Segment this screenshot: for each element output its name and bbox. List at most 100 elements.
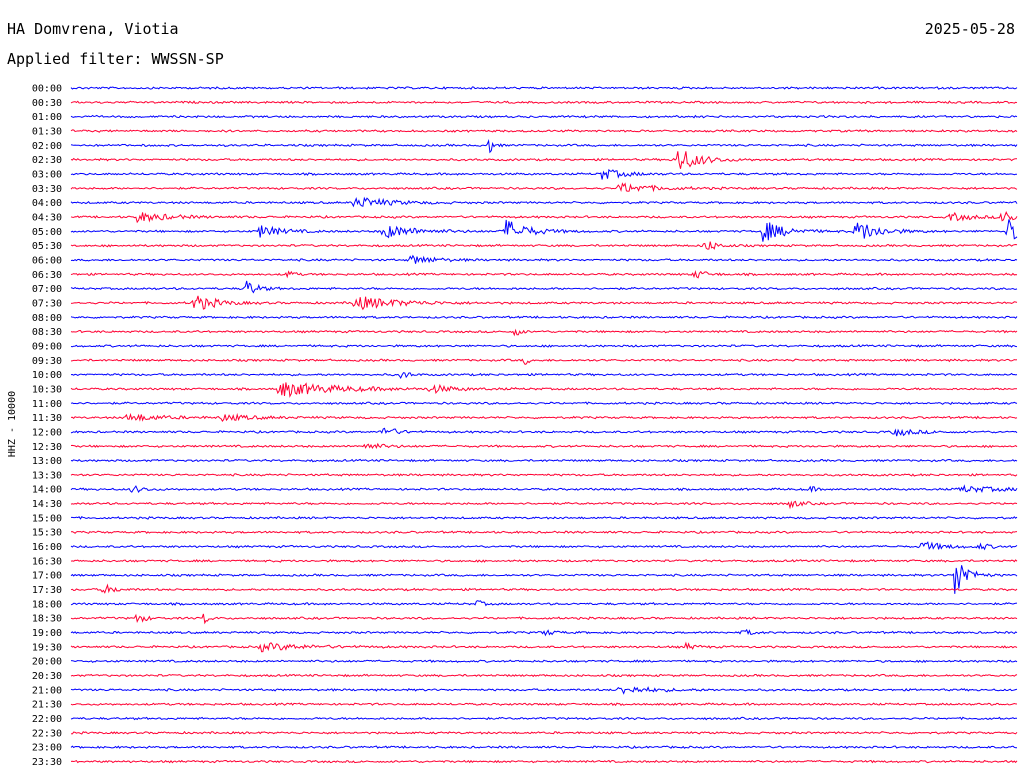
trace-line	[70, 628, 1018, 637]
trace-line	[70, 541, 1018, 551]
trace-line	[70, 759, 1018, 764]
row-time-label: 15:00	[32, 513, 62, 524]
row-time-label: 22:00	[32, 714, 62, 725]
trace-line	[70, 600, 1018, 607]
trace-line	[70, 641, 1018, 653]
trace-line	[70, 558, 1018, 563]
trace-line	[70, 659, 1018, 664]
row-time-label: 06:30	[32, 270, 62, 281]
trace-line	[70, 382, 1017, 398]
trace-line	[70, 583, 1018, 594]
row-time-label: 01:00	[32, 112, 62, 123]
trace-line	[70, 730, 1018, 735]
trace-line	[70, 500, 1018, 510]
row-time-label: 11:30	[32, 413, 62, 424]
trace-line	[70, 129, 1018, 133]
row-time-label: 07:00	[32, 284, 62, 295]
trace-line	[70, 168, 1018, 180]
row-time-label: 02:00	[32, 141, 62, 152]
row-time-label: 09:30	[32, 356, 62, 367]
row-time-label: 06:00	[32, 255, 62, 266]
trace-line	[70, 151, 1018, 169]
row-time-label: 04:00	[32, 198, 62, 209]
trace-line	[70, 473, 1018, 477]
row-time-label: 14:00	[32, 485, 62, 496]
trace-line	[70, 196, 1018, 208]
row-time-label: 17:30	[32, 585, 62, 596]
trace-line	[70, 702, 1018, 707]
row-time-label: 17:00	[32, 571, 62, 582]
channel-label: HHZ - 10000	[7, 391, 18, 457]
row-time-label: 22:30	[32, 728, 62, 739]
trace-line	[70, 458, 1018, 463]
trace-line	[70, 673, 1018, 678]
row-time-label: 16:30	[32, 556, 62, 567]
row-time-label: 19:30	[32, 642, 62, 653]
row-time-label: 08:00	[32, 313, 62, 324]
row-time-label: 03:00	[32, 169, 62, 180]
trace-line	[70, 344, 1018, 348]
row-time-label: 23:00	[32, 743, 62, 754]
trace-line	[70, 401, 1018, 406]
row-time-label: 04:30	[32, 212, 62, 223]
row-time-label: 12:30	[32, 442, 62, 453]
row-time-label: 10:30	[32, 384, 62, 395]
trace-line	[70, 565, 1018, 594]
trace-line	[70, 484, 1018, 494]
trace-line	[70, 219, 1018, 242]
row-time-label: 20:30	[32, 671, 62, 682]
row-time-label: 00:00	[32, 84, 62, 95]
trace-line	[70, 270, 1018, 279]
trace-line	[70, 280, 1018, 294]
row-time-label: 19:00	[32, 628, 62, 639]
row-time-label: 08:30	[32, 327, 62, 338]
row-time-label: 07:30	[32, 298, 62, 309]
row-time-label: 20:00	[32, 657, 62, 668]
row-time-label: 23:30	[32, 757, 62, 768]
trace-line	[70, 100, 1018, 105]
station-title: HA Domvrena, Viotia	[7, 20, 179, 38]
trace-line	[70, 427, 1018, 437]
trace-line	[70, 295, 1018, 311]
row-time-label: 13:30	[32, 470, 62, 481]
row-time-label: 03:30	[32, 184, 62, 195]
trace-line	[70, 686, 1018, 695]
trace-line	[70, 315, 1018, 320]
row-time-label: 11:00	[32, 399, 62, 410]
trace-line	[70, 241, 1018, 250]
trace-line	[70, 328, 1018, 337]
trace-line	[70, 745, 1017, 750]
trace-line	[70, 114, 1018, 119]
row-time-label: 21:30	[32, 700, 62, 711]
trace-line	[70, 138, 1018, 154]
row-time-label: 13:00	[32, 456, 62, 467]
row-time-label: 01:30	[32, 126, 62, 137]
filter-label: Applied filter: WWSSN-SP	[7, 50, 224, 68]
row-time-label: 18:00	[32, 599, 62, 610]
trace-line	[70, 86, 1018, 90]
trace-line	[70, 442, 1018, 450]
row-time-label: 02:30	[32, 155, 62, 166]
row-time-label: 05:00	[32, 227, 62, 238]
row-time-label: 15:30	[32, 528, 62, 539]
row-time-label: 14:30	[32, 499, 62, 510]
trace-line	[70, 182, 1018, 193]
trace-line	[70, 716, 1018, 721]
trace-line	[70, 358, 1018, 366]
row-time-label: 12:00	[32, 427, 62, 438]
row-time-label: 10:00	[32, 370, 62, 381]
row-time-label: 16:00	[32, 542, 62, 553]
row-time-label: 05:30	[32, 241, 62, 252]
trace-line	[71, 515, 1018, 520]
trace-line	[70, 412, 1018, 422]
trace-line	[70, 211, 1018, 224]
trace-line	[70, 530, 1018, 535]
trace-line	[70, 613, 1018, 625]
row-time-label: 09:00	[32, 341, 62, 352]
date-label: 2025-05-28	[924, 20, 1015, 38]
trace-line	[70, 254, 1018, 264]
trace-line	[70, 372, 1018, 380]
row-time-label: 21:00	[32, 685, 62, 696]
helicorder-rows: 00:00 00:30 01:00 01:30 02:00 02:30 03:00 03:30…	[32, 84, 1018, 768]
